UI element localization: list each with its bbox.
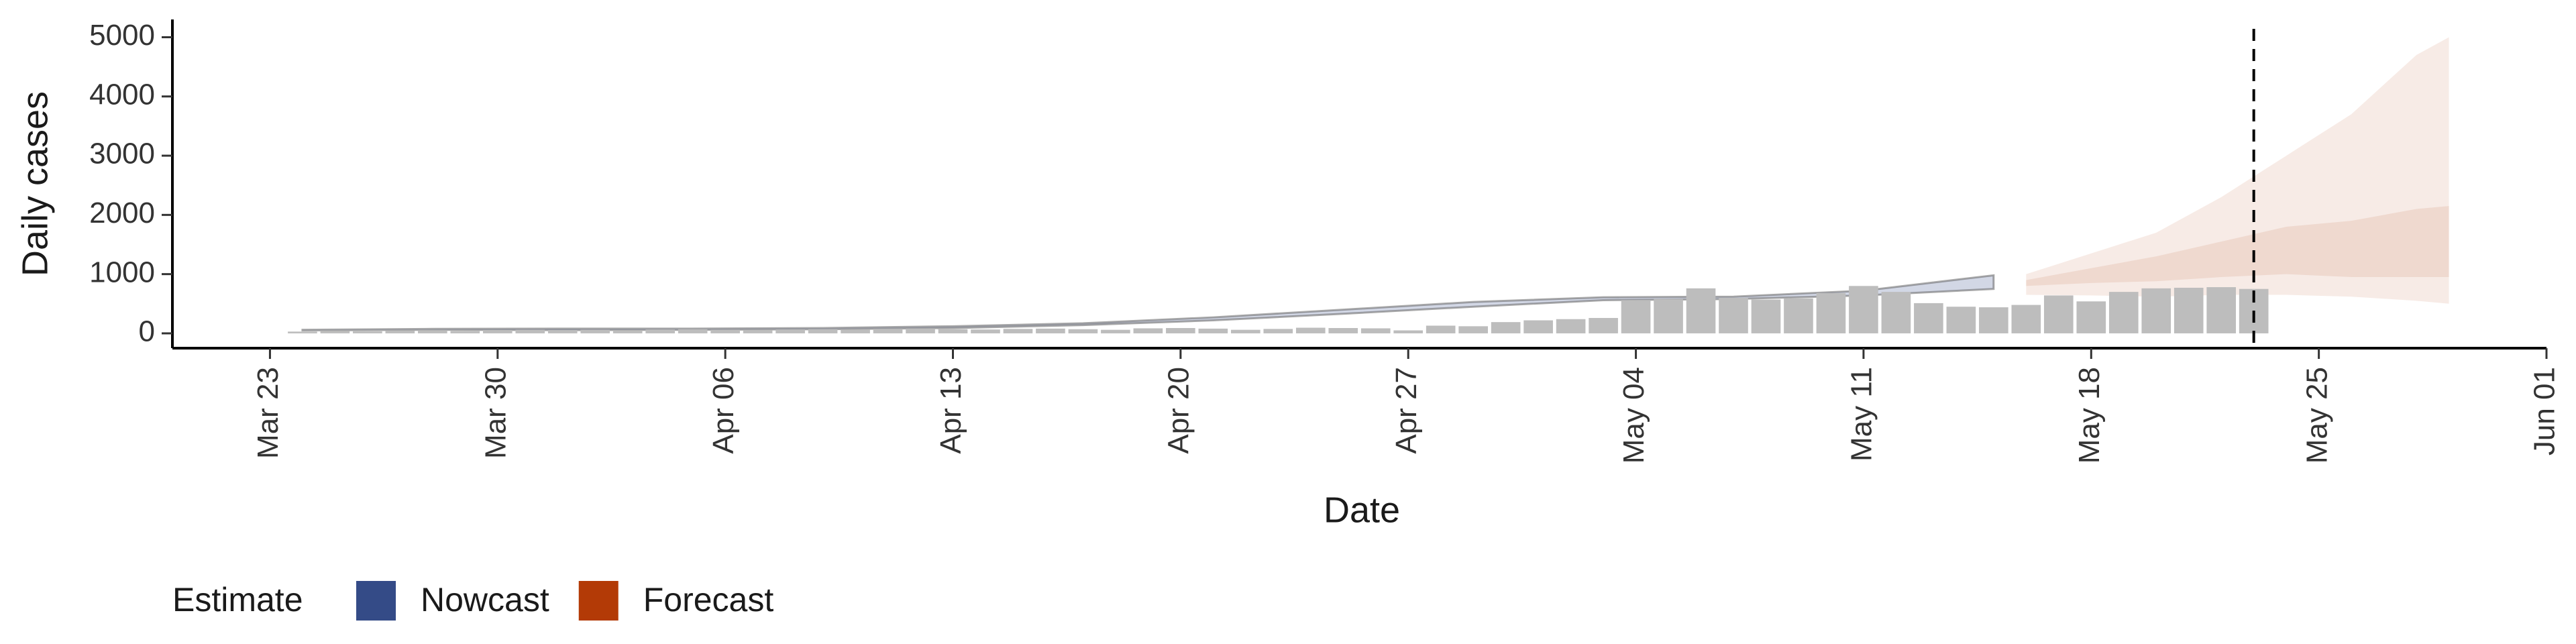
bar	[1491, 322, 1521, 333]
y-tick-label: 1000	[89, 256, 155, 288]
x-tick-label: May 18	[2073, 367, 2106, 464]
x-tick-label: Mar 30	[479, 367, 512, 459]
bar	[1751, 299, 1781, 333]
bar	[1946, 307, 1976, 333]
bar	[2174, 287, 2204, 333]
bar	[1393, 330, 1424, 333]
bar	[450, 331, 480, 333]
bar	[418, 330, 447, 333]
bar	[1263, 329, 1293, 333]
bar	[1686, 288, 1716, 333]
bar	[906, 328, 935, 333]
bar	[2206, 287, 2237, 333]
bar	[320, 331, 350, 333]
y-tick-label: 2000	[89, 197, 155, 229]
bar	[2076, 301, 2106, 333]
bar	[1003, 329, 1033, 333]
bar	[678, 329, 708, 333]
y-axis-title: Daily cases	[15, 91, 55, 276]
bar	[1295, 327, 1326, 333]
x-tick-label: Apr 20	[1162, 367, 1195, 454]
bar	[1849, 286, 1878, 333]
y-tick-label: 0	[139, 315, 155, 348]
bar	[1328, 327, 1358, 333]
bar	[645, 329, 676, 333]
bar	[808, 329, 838, 333]
bar	[2011, 305, 2041, 333]
bar	[2141, 288, 2171, 333]
bar	[288, 331, 317, 333]
legend-swatch	[356, 581, 396, 621]
legend-swatch	[578, 581, 619, 621]
x-tick-label: Apr 27	[1390, 367, 1423, 454]
bar	[515, 329, 545, 333]
bar	[1458, 326, 1488, 333]
bar	[1036, 328, 1065, 333]
legend-title: Estimate	[172, 581, 303, 619]
bar	[1784, 298, 1813, 333]
bar	[385, 330, 415, 333]
legend-label: Forecast	[643, 581, 774, 619]
estimate-band	[2026, 37, 2449, 304]
bar	[1198, 328, 1228, 333]
y-tick-label: 4000	[89, 78, 155, 111]
x-tick-label: May 04	[1617, 367, 1650, 464]
x-tick-label: Apr 06	[707, 367, 740, 454]
bar	[1654, 299, 1683, 333]
bar	[2043, 295, 2074, 333]
x-tick-label: May 11	[1845, 367, 1878, 462]
bar	[1816, 292, 1846, 333]
x-tick-label: Jun 01	[2528, 367, 2561, 455]
bar	[1589, 317, 1618, 333]
bar	[482, 330, 513, 333]
bar	[1979, 307, 2008, 333]
bar	[1719, 297, 1748, 333]
bar	[743, 330, 773, 333]
bar	[353, 331, 382, 333]
bar	[1621, 300, 1651, 333]
y-tick-label: 5000	[89, 19, 155, 52]
legend-label: Nowcast	[421, 581, 549, 619]
bar	[547, 330, 578, 333]
bar	[1881, 292, 1911, 333]
y-tick-label: 3000	[89, 138, 155, 170]
bar	[1523, 320, 1553, 333]
bar	[1426, 325, 1456, 333]
bar	[1231, 329, 1260, 333]
bar	[971, 329, 1000, 333]
bar	[938, 329, 968, 333]
x-axis-title: Date	[1324, 490, 1400, 530]
bar	[1068, 329, 1098, 333]
bar	[2108, 292, 2139, 333]
bar	[1133, 328, 1163, 333]
estimate-band	[301, 274, 1995, 332]
bar	[580, 329, 610, 333]
x-tick-label: May 25	[2300, 367, 2333, 464]
bar	[1360, 328, 1391, 333]
x-tick-label: Apr 13	[934, 367, 967, 454]
bar	[1166, 327, 1195, 333]
bar	[1914, 303, 1943, 333]
x-tick-label: Mar 23	[252, 367, 284, 459]
bar	[841, 329, 870, 333]
bar	[710, 329, 740, 333]
bar	[1556, 319, 1586, 333]
bar	[775, 329, 805, 333]
estimate-band	[2026, 206, 2449, 286]
bar	[1101, 329, 1130, 333]
bar	[612, 330, 643, 333]
bar	[873, 329, 903, 333]
